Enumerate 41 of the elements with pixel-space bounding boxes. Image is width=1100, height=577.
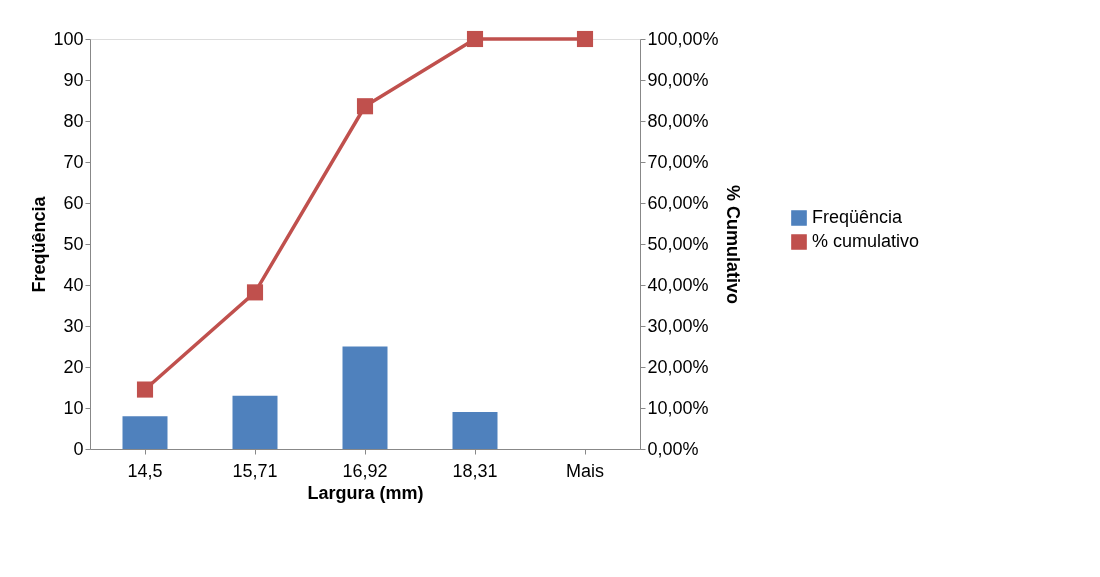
x-tick-label: 16,92 [342, 460, 388, 481]
bar [122, 416, 168, 449]
y-tick-label: 70 [63, 151, 84, 172]
y2-tick-label: 20,00% [647, 356, 709, 377]
y-tick-label: 100 [53, 28, 84, 49]
y2-tick-label: 60,00% [647, 192, 709, 213]
point [466, 30, 484, 48]
bar [232, 395, 278, 449]
y-tick-label: 40 [63, 274, 84, 295]
bar [342, 346, 388, 449]
x-axis-title: Largura (mm) [307, 482, 424, 503]
x-tick-label: 15,71 [232, 460, 278, 481]
x-tick-label: Mais [565, 460, 605, 481]
y-tick-label: 80 [63, 110, 84, 131]
y-tick-label: 60 [63, 192, 84, 213]
y2-tick-label: 100,00% [647, 28, 719, 49]
point [246, 284, 264, 301]
legend-label: Freqüência [812, 207, 904, 227]
y-tick-label: 30 [63, 315, 84, 336]
y2-tick-label: 0,00% [647, 438, 699, 459]
y2-tick-label: 80,00% [647, 110, 709, 131]
y2-tick-label: 50,00% [647, 233, 709, 254]
y-tick-label: 10 [63, 397, 84, 418]
y2-tick-label: 70,00% [647, 151, 709, 172]
y2-axis-title: % Cumulativo [722, 184, 743, 305]
point [356, 98, 374, 115]
x-tick-label: 14,5 [127, 460, 163, 481]
legend-label: % cumulativo [812, 231, 920, 251]
y-tick-label: 20 [63, 356, 84, 377]
y2-tick-label: 10,00% [647, 397, 709, 418]
y2-tick-label: 90,00% [647, 69, 709, 90]
bar [452, 412, 498, 449]
point [576, 30, 594, 48]
y2-tick-label: 40,00% [647, 274, 709, 295]
y-axis-title: Freqüência [29, 195, 50, 293]
y-tick-label: 90 [63, 69, 84, 90]
point [136, 381, 154, 398]
y-tick-label: 50 [63, 233, 84, 254]
x-tick-label: 18,31 [452, 460, 498, 481]
y-tick-label: 0 [73, 438, 84, 459]
y2-tick-label: 30,00% [647, 315, 709, 336]
